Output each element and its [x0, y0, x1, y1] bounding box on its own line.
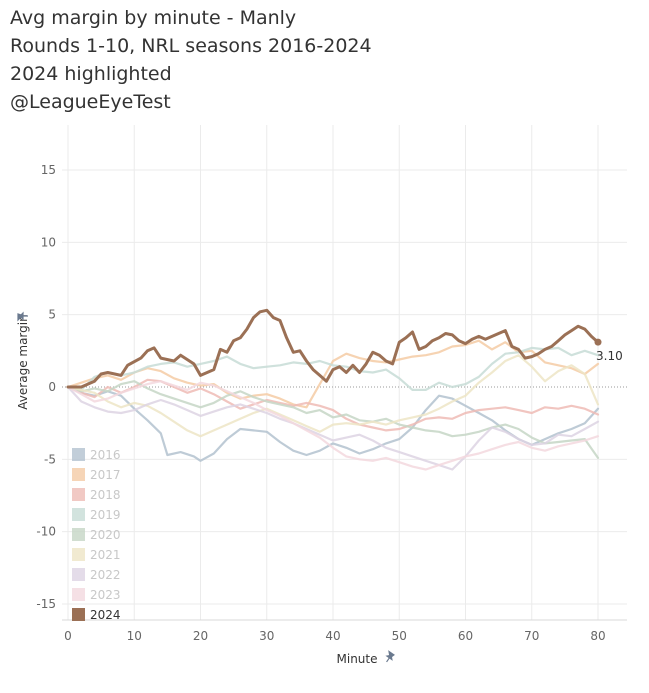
legend-item-2023[interactable]: 2023 [72, 588, 121, 602]
x-tick-label: 40 [325, 629, 340, 643]
legend-label: 2021 [90, 548, 121, 562]
legend-swatch [72, 508, 85, 521]
y-tick-label: 0 [48, 380, 56, 394]
x-axis-ticks: 0 10 20 30 40 50 60 70 80 [64, 629, 605, 643]
series-line-2020[interactable] [66, 380, 600, 459]
x-tick-label: 60 [458, 629, 473, 643]
y-axis-ticks: 15 10 5 0 -5 -10 -15 [36, 163, 56, 611]
series-line-2022[interactable] [66, 385, 600, 471]
legend-label: 2017 [90, 468, 121, 482]
gridlines [62, 125, 627, 621]
legend-item-2021[interactable]: 2021 [72, 548, 121, 562]
chart-title: Avg margin by minute - Manly [10, 7, 297, 29]
legend-item-2016[interactable]: 2016 [72, 448, 121, 462]
legend-swatch [72, 568, 85, 581]
y-tick-label: 15 [41, 163, 56, 177]
y-tick-label: 5 [48, 308, 56, 322]
chart-author-handle: @LeagueEyeTest [10, 91, 171, 113]
y-tick-label: -10 [36, 525, 56, 539]
series-line-2017[interactable] [66, 339, 600, 409]
y-tick-label: -5 [44, 452, 56, 466]
legend-swatch [72, 548, 85, 561]
legend-item-2020[interactable]: 2020 [72, 528, 121, 542]
legend-label: 2024 [90, 608, 121, 622]
series-line-2024[interactable] [66, 308, 600, 389]
legend-label: 2018 [90, 488, 121, 502]
y-axis-title-group: Average margin [16, 311, 30, 410]
legend-item-2024[interactable]: 2024 [72, 608, 121, 622]
x-tick-label: 50 [392, 629, 407, 643]
x-tick-label: 20 [193, 629, 208, 643]
series-line-2021[interactable] [66, 354, 600, 438]
series-lines[interactable]: 3.10 [66, 308, 623, 471]
series-line-2023[interactable] [66, 380, 600, 471]
y-axis-pin-icon[interactable] [17, 311, 28, 322]
legend-label: 2020 [90, 528, 121, 542]
legend-swatch [72, 608, 85, 621]
legend-label: 2016 [90, 448, 121, 462]
x-tick-label: 30 [259, 629, 274, 643]
legend-swatch [72, 468, 85, 481]
y-tick-label: 10 [41, 235, 56, 249]
series-line-2019[interactable] [66, 346, 600, 391]
legend-label: 2022 [90, 568, 121, 582]
legend-item-2022[interactable]: 2022 [72, 568, 121, 582]
legend-item-2017[interactable]: 2017 [72, 468, 121, 482]
x-tick-label: 80 [590, 629, 605, 643]
x-axis-title-group: Minute [337, 650, 395, 666]
legend-label: 2019 [90, 508, 121, 522]
legend-label: 2023 [90, 588, 121, 602]
series-line-2018[interactable] [66, 378, 600, 432]
x-axis-pin-icon[interactable] [383, 650, 395, 663]
end-value-label: 3.10 [596, 349, 623, 363]
chart-subtitle: Rounds 1-10, NRL seasons 2016-2024 [10, 35, 372, 57]
chart-highlight-note: 2024 highlighted [10, 63, 172, 85]
legend-item-2019[interactable]: 2019 [72, 508, 121, 522]
x-tick-label: 70 [524, 629, 539, 643]
y-tick-label: -15 [36, 597, 56, 611]
x-axis-title: Minute [337, 652, 378, 666]
legend-swatch [72, 488, 85, 501]
title-block: Avg margin by minute - Manly Rounds 1-10… [10, 4, 372, 116]
legend-swatch [72, 448, 85, 461]
x-tick-label: 10 [127, 629, 142, 643]
x-tick-label: 0 [64, 629, 72, 643]
series-end-marker-2024[interactable] [594, 338, 602, 346]
legend-item-2018[interactable]: 2018 [72, 488, 121, 502]
legend-swatch [72, 528, 85, 541]
y-axis-title: Average margin [16, 314, 30, 409]
legend[interactable]: 2016 2017 2018 2019 2020 2021 2022 2023 2024 [72, 448, 121, 622]
legend-swatch [72, 588, 85, 601]
